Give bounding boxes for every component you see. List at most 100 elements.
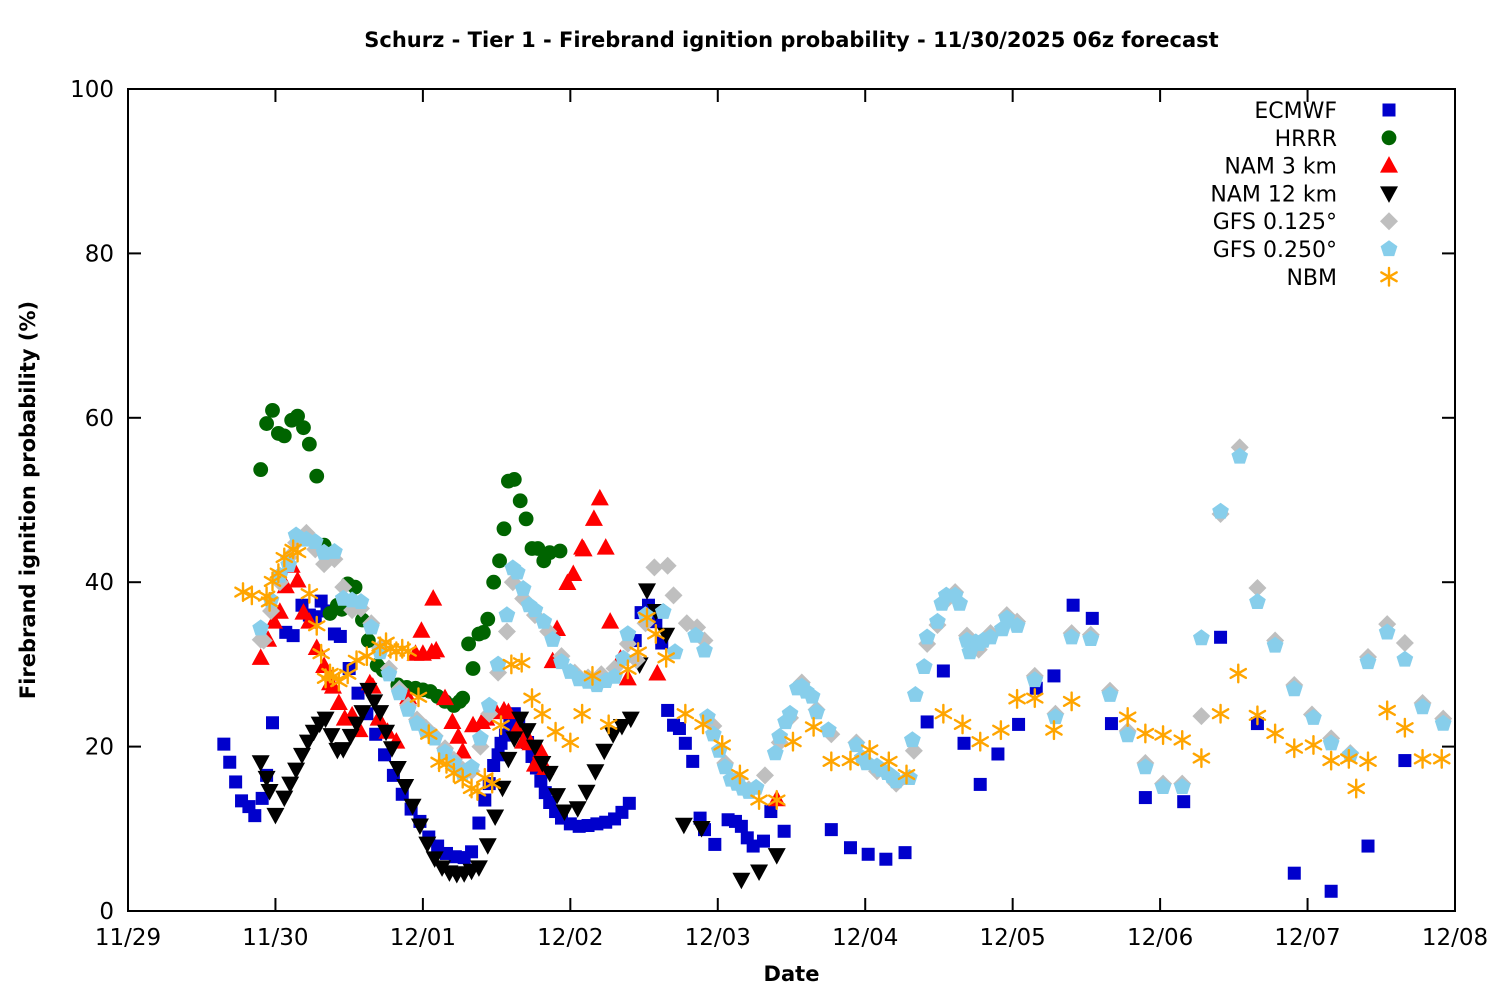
legend-label-gfs-0-250-: GFS 0.250° — [1213, 238, 1337, 263]
data-point-square — [1047, 669, 1061, 683]
data-point-triangle-down — [511, 711, 530, 729]
data-point-asterisk — [409, 691, 428, 703]
data-point-triangle-down — [388, 760, 407, 778]
data-point-asterisk — [647, 628, 665, 640]
legend-label-nam-12-km: NAM 12 km — [1210, 182, 1337, 207]
data-point-triangle-down — [525, 739, 544, 757]
legend-label-ecmwf: ECMWF — [1254, 99, 1337, 124]
data-point-triangle-down — [266, 807, 285, 825]
data-point-asterisk — [804, 721, 823, 733]
data-point-pentagon — [1322, 734, 1340, 751]
data-point-triangle-down — [298, 734, 317, 752]
data-point-pentagon — [480, 696, 498, 713]
data-point-asterisk — [523, 692, 541, 704]
data-point-pentagon — [1266, 636, 1284, 653]
data-point-square — [746, 839, 760, 853]
data-point-pentagon — [982, 628, 999, 645]
data-point-square — [1138, 791, 1152, 805]
data-point-pentagon — [1359, 653, 1377, 670]
data-point-pentagon — [508, 563, 526, 580]
data-point-pentagon — [306, 533, 324, 549]
data-point-pentagon — [1047, 708, 1064, 725]
data-point-square — [478, 793, 492, 807]
data-point-square — [1012, 717, 1026, 731]
data-point-triangle-down — [382, 741, 401, 758]
data-point-pentagon — [472, 729, 489, 746]
data-point-circle — [475, 624, 491, 640]
data-point-asterisk — [1173, 734, 1192, 746]
data-point-pentagon — [390, 684, 408, 701]
data-point-circle — [276, 428, 292, 444]
data-point-pentagon — [1396, 650, 1414, 667]
data-point-square — [957, 736, 971, 750]
data-point-pentagon — [654, 603, 672, 619]
data-point-pentagon — [808, 703, 825, 720]
data-point-circle — [465, 661, 481, 676]
data-point-triangle-up — [558, 573, 577, 591]
data-point-square — [973, 777, 987, 791]
data-point-square — [708, 837, 722, 851]
data-point-triangle-down — [334, 742, 353, 759]
data-point-pentagon — [606, 667, 623, 684]
data-point-square — [686, 754, 700, 768]
plot-border — [127, 88, 1456, 912]
data-point-triangle-down — [353, 705, 372, 722]
data-point-square — [678, 736, 692, 750]
x-tick-label: 12/06 — [1127, 925, 1193, 951]
data-point-asterisk — [475, 772, 494, 784]
data-point-square — [764, 805, 778, 819]
data-point-triangle-down — [577, 784, 596, 802]
data-point-asterisk — [419, 728, 438, 740]
data-point-triangle-down — [533, 756, 552, 773]
x-tick-label: 11/29 — [95, 925, 161, 951]
data-point-pentagon — [514, 580, 532, 596]
data-point-pentagon — [489, 655, 507, 672]
data-point-pentagon — [1154, 778, 1172, 794]
data-point-triangle-down — [1380, 186, 1398, 203]
data-point-square — [472, 816, 486, 830]
data-point-asterisk — [767, 794, 786, 806]
data-point-circle — [506, 472, 522, 487]
data-point-triangle-down — [692, 820, 711, 838]
data-point-asterisk — [731, 768, 749, 781]
data-point-asterisk — [468, 785, 487, 797]
data-point-asterisk — [860, 744, 879, 756]
data-point-asterisk — [430, 756, 448, 768]
data-point-circle — [265, 403, 280, 418]
data-point-diamond — [1248, 578, 1267, 597]
data-point-triangle-up — [427, 640, 446, 658]
data-point-circle — [552, 543, 568, 559]
data-point-circle — [259, 416, 274, 431]
x-tick-label: 12/04 — [832, 925, 898, 951]
legend-label-hrrr: HRRR — [1275, 127, 1337, 152]
data-point-pentagon — [687, 626, 704, 643]
data-point-diamond — [664, 586, 683, 605]
data-point-asterisk — [583, 670, 602, 682]
data-point-asterisk — [275, 551, 294, 564]
data-point-asterisk — [300, 588, 319, 600]
data-point-pentagon — [380, 665, 398, 682]
data-point-asterisk — [573, 708, 591, 720]
data-point-square — [824, 823, 838, 837]
data-point-asterisk — [347, 654, 366, 666]
data-point-circle — [480, 611, 496, 627]
data-point-asterisk — [234, 586, 252, 598]
y-axis-label: Firebrand ignition probability (%) — [16, 300, 40, 700]
data-point-asterisk — [1192, 752, 1211, 764]
data-point-square — [538, 786, 552, 800]
data-point-square — [229, 775, 243, 789]
data-point-asterisk — [1380, 271, 1398, 283]
data-point-triangle-down — [478, 838, 497, 855]
data-point-diamond — [254, 631, 273, 650]
data-point-asterisk — [1347, 782, 1366, 795]
data-point-square — [487, 759, 501, 773]
data-point-triangle-down — [518, 723, 537, 740]
data-point-pentagon — [918, 628, 936, 645]
x-tick-label: 11/30 — [242, 925, 308, 951]
data-point-triangle-down — [287, 762, 306, 780]
data-point-triangle-down — [750, 864, 769, 882]
data-point-pentagon — [463, 758, 480, 775]
legend-label-nam-3-km: NAM 3 km — [1224, 155, 1337, 180]
data-point-asterisk — [321, 667, 339, 680]
